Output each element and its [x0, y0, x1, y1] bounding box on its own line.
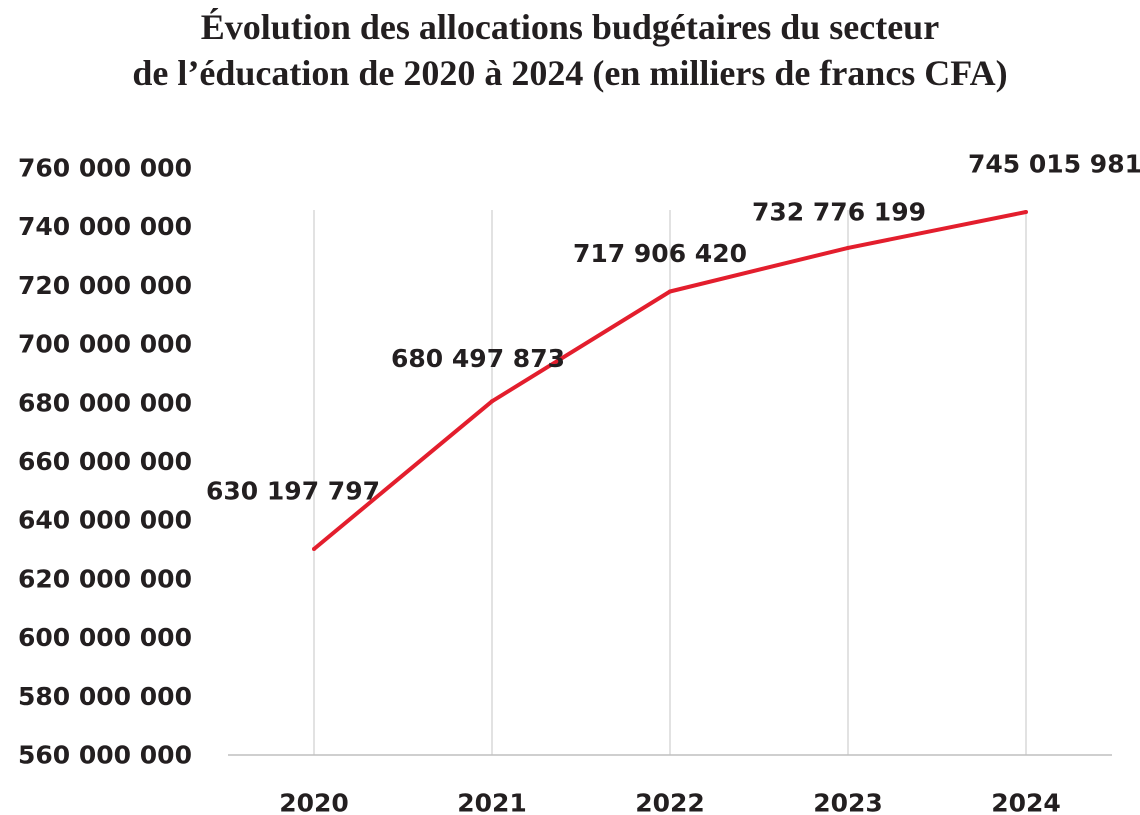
- data-point-2023: [846, 245, 850, 250]
- y-tick-label: 560 000 000: [18, 741, 192, 770]
- data-point-2024: [1024, 210, 1028, 214]
- y-tick-label: 700 000 000: [18, 330, 192, 359]
- y-tick-label: 740 000 000: [18, 212, 192, 241]
- y-axis-tick-labels: 760 000 000 740 000 000 720 000 000 700 000…: [18, 154, 192, 770]
- chart-title-line-1: Évolution des allocations budgétaires du…: [200, 7, 940, 47]
- vertical-gridlines: [313, 210, 1027, 755]
- data-point-2021: [490, 399, 494, 404]
- x-tick-label: 2024: [991, 789, 1061, 815]
- x-axis-tick-labels: 2020 2021 2022 2023 2024: [279, 789, 1061, 815]
- y-tick-label: 720 000 000: [18, 271, 192, 300]
- x-tick-label: 2023: [813, 789, 883, 815]
- data-point-2020: [312, 547, 316, 551]
- y-tick-label: 620 000 000: [18, 564, 192, 593]
- y-tick-label: 660 000 000: [18, 447, 192, 476]
- x-tick-label: 2021: [457, 789, 527, 815]
- data-label-2023: 732 776 199: [752, 197, 926, 226]
- data-point-2022: [668, 289, 672, 294]
- y-tick-label: 760 000 000: [18, 154, 192, 183]
- data-label-2024: 745 015 981: [968, 149, 1140, 178]
- chart-title: Évolution des allocations budgétaires du…: [0, 4, 1140, 96]
- x-tick-label: 2022: [635, 789, 705, 815]
- y-tick-label: 640 000 000: [18, 506, 192, 535]
- chart-title-line-2: de l’éducation de 2020 à 2024 (en millie…: [132, 53, 1008, 93]
- y-tick-label: 580 000 000: [18, 682, 192, 711]
- y-tick-label: 680 000 000: [18, 388, 192, 417]
- data-label-2022: 717 906 420: [573, 239, 747, 268]
- x-tick-label: 2020: [279, 789, 349, 815]
- data-label-2020: 630 197 797: [206, 476, 380, 505]
- data-label-2021: 680 497 873: [391, 344, 565, 373]
- series-line-group: [312, 210, 1028, 551]
- y-tick-label: 600 000 000: [18, 623, 192, 652]
